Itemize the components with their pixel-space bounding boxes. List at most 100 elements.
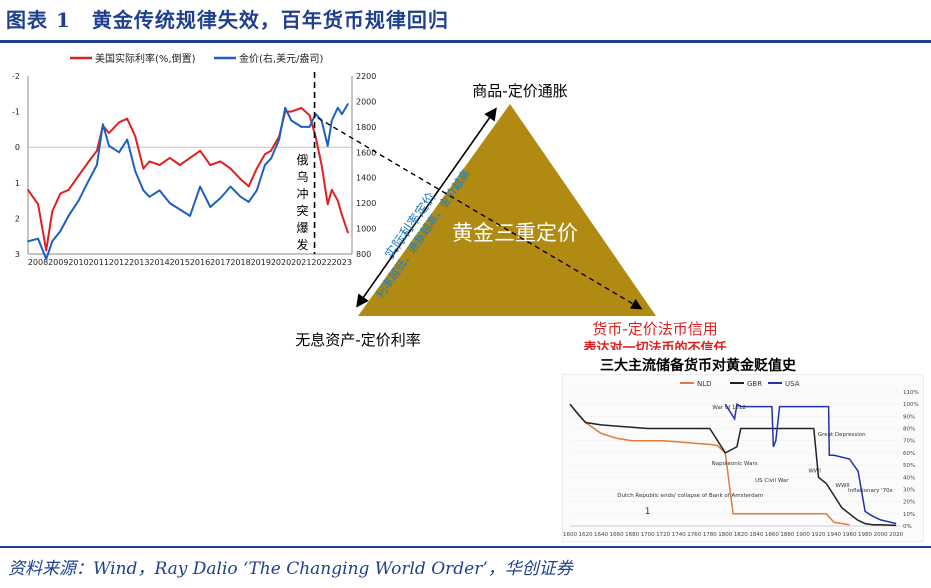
chart1-point xyxy=(219,160,222,163)
chart1-point xyxy=(255,167,258,170)
chart3-y-tick-label: 40% xyxy=(903,475,915,481)
page-title: 图表 1 黄金传统规律失效，百年货币规律回归 xyxy=(6,8,449,32)
chart1-point xyxy=(247,200,250,203)
chart1-point xyxy=(168,156,171,159)
chart1-point xyxy=(51,240,54,243)
chart1-x-tick-label: 2010 xyxy=(68,258,88,267)
chart1-point xyxy=(255,189,258,192)
chart1-y-left-tick-label: 0 xyxy=(15,143,20,152)
chart3-series-line-gbr xyxy=(569,403,897,527)
chart1-point xyxy=(142,167,145,170)
chart1-y-left-tick-label: -2 xyxy=(12,72,20,81)
chart1-point xyxy=(77,174,80,177)
chart1-x-tick-label: 2018 xyxy=(230,258,250,267)
inset-frame xyxy=(562,374,924,542)
chart3-x-tick-label: 1660 xyxy=(610,532,624,538)
chart1-point xyxy=(239,195,242,198)
chart1-point xyxy=(284,106,287,109)
chart1-y-left-tick-label: 2 xyxy=(15,214,20,223)
chart3-x-tick-label: 1820 xyxy=(734,532,748,538)
chart1-x-tick-label: 2019 xyxy=(251,258,271,267)
chart1-point xyxy=(67,214,70,217)
chart3-x-tick-label: 1800 xyxy=(718,532,732,538)
chart3-y-tick-label: 70% xyxy=(903,439,915,445)
chart3-x-tick-label: 1900 xyxy=(796,532,810,538)
chart1-legend: 美国实际利率(%,倒置) 金价(右,美元/盎司) xyxy=(70,52,323,65)
chart3-x-tick-label: 2020 xyxy=(889,532,903,538)
chart1-point xyxy=(108,132,110,134)
chart1-x-tick-label: 2021 xyxy=(291,258,311,267)
chart1-y-left-tick-label: 3 xyxy=(15,250,20,259)
chart1-point xyxy=(270,149,272,152)
chart1-point xyxy=(178,164,181,166)
chart1-point xyxy=(27,240,29,243)
chart3-x-tick-label: 1680 xyxy=(625,532,639,538)
chart1-x-tick-label: 2016 xyxy=(190,258,210,267)
chart3-x-tick-label: 1860 xyxy=(765,532,779,538)
chart3-annotation: Dutch Republic ends/ collapse of Bank of… xyxy=(617,493,763,499)
chart3-x-tick-label: 1920 xyxy=(811,532,825,538)
gold-triple-pricing-diagram: 黄金三重定价 商品-定价通胀 无息资产-定价利率 货币-定价法币信用 表达对一切… xyxy=(295,82,726,350)
chart3-annotation: Napoleonic Wars xyxy=(712,461,758,467)
chart1-point xyxy=(189,156,191,159)
legend-gbr: GBR xyxy=(747,380,762,388)
chart1-point xyxy=(340,113,343,116)
chart3-annotation: Inflationary '70s xyxy=(848,488,893,494)
chart1-x-tick-label: 2015 xyxy=(170,258,190,267)
chart3-y-tick-label: 50% xyxy=(903,463,915,469)
chart3-x-tick-label: 2000 xyxy=(874,532,888,538)
chart1-point xyxy=(45,249,48,252)
chart3-annotation: WWI xyxy=(808,468,821,474)
chart3-x-tick-label: 1740 xyxy=(672,532,686,538)
vertex-top-label: 商品-定价通胀 xyxy=(472,82,567,100)
chart1-point xyxy=(199,185,202,188)
chart3-x-tick-label: 1760 xyxy=(687,532,701,538)
chart3-x-tick-label: 1780 xyxy=(703,532,717,538)
chart1-point xyxy=(59,192,62,195)
chart1-point xyxy=(158,164,161,166)
chart1-point xyxy=(308,114,311,117)
chart1-point xyxy=(239,178,242,181)
inset-chart-title: 三大主流储备货币对黄金贬值史 xyxy=(600,358,796,374)
chart1-x-tick-label: 2008 xyxy=(28,258,48,267)
chart3-annotation: WWII xyxy=(836,483,850,489)
chart3-x-tick-label: 1620 xyxy=(579,532,593,538)
chart1-point xyxy=(45,258,48,260)
chart1-point xyxy=(108,145,110,147)
chart1-point xyxy=(59,230,62,233)
chart1-point xyxy=(264,153,266,156)
chart3-x-tick-label: 1940 xyxy=(827,532,841,538)
chart1-point xyxy=(37,203,40,206)
chart3-series-line-usa xyxy=(724,402,897,525)
chart1-x-tick-label: 2013 xyxy=(129,258,149,267)
chart1-point xyxy=(209,164,212,166)
chart3-y-tick-label: 80% xyxy=(903,427,915,433)
chart3-x-tick-label: 1980 xyxy=(858,532,872,538)
chart1-point xyxy=(290,110,293,113)
chart1-x-tick-label: 2017 xyxy=(210,258,230,267)
chart1-y-left-tick-label: -1 xyxy=(12,108,20,117)
vertex-right-label: 货币-定价法币信用 xyxy=(592,320,717,338)
chart3-x-tick-label: 1960 xyxy=(843,532,857,538)
chart3-y-tick-label: 100% xyxy=(903,402,919,408)
chart1-point xyxy=(308,125,311,128)
chart3-annotation: 1 xyxy=(645,507,651,517)
chart1-x-tick-label: 2012 xyxy=(109,258,129,267)
chart3-x-tick-label: 1640 xyxy=(594,532,608,538)
chart1-point xyxy=(189,214,191,217)
chart1-point xyxy=(95,164,98,166)
chart3-x-tick-label: 1720 xyxy=(656,532,670,538)
chart3-y-tick-label: 110% xyxy=(903,390,919,396)
chart1-x-tick-label: 2009 xyxy=(48,258,68,267)
chart3-y-tick-label: 10% xyxy=(903,512,915,518)
chart1-point xyxy=(87,179,90,182)
chart1-point xyxy=(102,123,104,126)
chart1-point xyxy=(264,164,266,166)
chart3-legend: NLD GBR USA xyxy=(680,380,800,388)
chart1-point xyxy=(67,189,70,191)
chart3-annotation: Great Depression xyxy=(818,432,866,438)
chart3-y-tick-label: 30% xyxy=(903,487,915,493)
legend-real-rate: 美国实际利率(%,倒置) xyxy=(95,52,196,65)
chart3-x-tick-label: 1600 xyxy=(563,532,577,538)
chart1-point xyxy=(199,149,202,152)
